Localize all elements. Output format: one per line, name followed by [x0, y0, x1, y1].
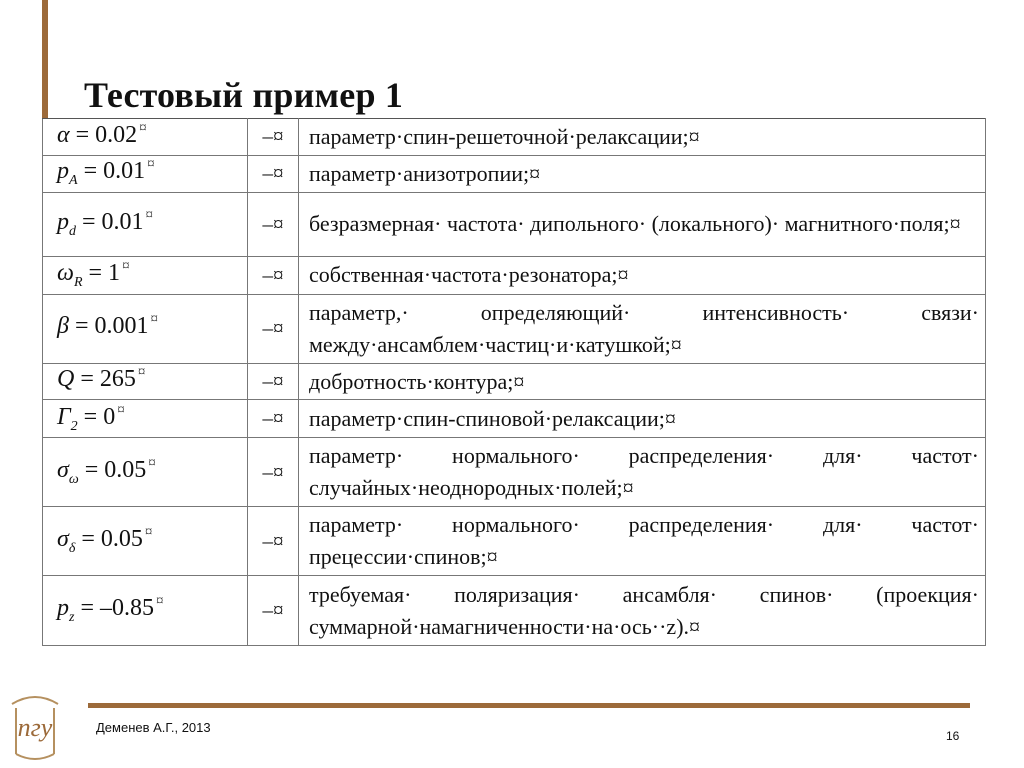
dash-cell: –¤	[247, 191, 299, 257]
formula-cell: Γ2 = 0 ¤	[42, 399, 248, 439]
parameters-table-body: α = 0.02 ¤ –¤ параметр·спин-решеточной·рела…	[42, 118, 986, 647]
table-row: ωR = 1 ¤ –¤ собственная·частота·резонатора;…	[42, 255, 986, 295]
left-accent-bar	[42, 0, 48, 118]
dash-cell: –¤	[247, 118, 299, 156]
formula-cell: pz = –0.85 ¤	[42, 575, 248, 647]
paragraph-mark: ¤	[147, 156, 155, 173]
formula-symbol: p	[57, 158, 69, 185]
formula-cell: Q = 265 ¤	[42, 362, 248, 401]
description-cell: параметр· нормального· распределения· дл…	[298, 437, 986, 508]
paragraph-mark: ¤	[139, 119, 147, 136]
parameters-table: α = 0.02 ¤ –¤ параметр·спин-решеточной·рела…	[42, 118, 986, 647]
table-row: Q = 265 ¤ –¤ добротность·контура;¤	[42, 362, 986, 401]
formula-value: = 0.02	[69, 121, 138, 148]
description-cell: параметр·спин-спиновой·релаксации;¤	[298, 399, 986, 439]
dash-cell: –¤	[247, 437, 299, 508]
formula-subscript: z	[69, 609, 75, 625]
page-number: 16	[946, 729, 960, 743]
table-row: β = 0.001 ¤ –¤ параметр,· определяющий· инт…	[42, 293, 986, 364]
formula-cell: pd = 0.01 ¤	[42, 191, 248, 257]
slide-title: Тестовый пример 1	[84, 75, 404, 115]
dash-cell: –¤	[247, 506, 299, 577]
formula-subscript: δ	[68, 540, 76, 556]
formula-value: = 1	[82, 259, 121, 286]
formula-symbol: p	[57, 595, 69, 622]
formula-symbol: β	[57, 313, 69, 340]
description-cell: требуемая· поляризация· ансамбля· спинов…	[298, 575, 986, 647]
formula-symbol: ω	[57, 259, 74, 286]
formula-cell: σδ = 0.05 ¤	[42, 506, 248, 577]
dash-cell: –¤	[247, 154, 299, 193]
formula-cell: pA = 0.01 ¤	[42, 154, 248, 193]
paragraph-mark: ¤	[145, 206, 154, 223]
paragraph-mark: ¤	[117, 401, 125, 418]
table-row: σδ = 0.05 ¤ –¤ параметр· нормального· распр…	[42, 506, 986, 577]
formula-value: = 0.001	[68, 313, 149, 340]
formula-subscript: d	[69, 223, 76, 239]
formula-value: = 265	[74, 366, 136, 393]
formula-symbol: Q	[57, 366, 75, 393]
formula-subscript: ω	[68, 471, 79, 487]
table-row: Γ2 = 0 ¤ –¤ параметр·спин-спиновой·релаксац…	[42, 399, 986, 439]
paragraph-mark: ¤	[156, 593, 164, 610]
formula-value: = 0.01	[77, 158, 146, 185]
description-cell: добротность·контура;¤	[298, 362, 986, 401]
formula-subscript: 2	[70, 418, 78, 434]
formula-value: = 0.01	[76, 208, 144, 235]
table-row: pd = 0.01 ¤ –¤ безразмерная· частота· дипол…	[42, 191, 986, 257]
footer-author: Деменев А.Г., 2013	[96, 720, 211, 735]
description-cell: собственная·частота·резонатора;¤	[298, 255, 986, 295]
formula-cell: β = 0.001 ¤	[42, 293, 248, 364]
formula-cell: σω = 0.05 ¤	[42, 437, 248, 508]
formula-subscript: R	[73, 274, 83, 290]
dash-cell: –¤	[247, 575, 299, 647]
dash-cell: –¤	[247, 399, 299, 439]
formula-symbol: p	[57, 208, 69, 235]
description-cell: параметр·спин-решеточной·релаксации;¤	[298, 118, 986, 156]
paragraph-mark: ¤	[122, 257, 130, 274]
table-row: pA = 0.01 ¤ –¤ параметр·анизотропии;¤	[42, 154, 986, 193]
university-logo: пгу	[11, 696, 59, 760]
svg-text:пгу: пгу	[18, 713, 53, 742]
formula-value: = 0	[77, 403, 116, 430]
formula-symbol: σ	[57, 525, 69, 552]
dash-cell: –¤	[247, 255, 299, 295]
dash-cell: –¤	[247, 362, 299, 401]
formula-symbol: σ	[57, 456, 69, 483]
formula-subscript: A	[69, 173, 78, 189]
paragraph-mark: ¤	[137, 364, 146, 381]
formula-value: = 0.05	[78, 456, 147, 483]
formula-value: = 0.05	[75, 525, 143, 552]
description-cell: безразмерная· частота· дипольного· (лока…	[298, 191, 986, 257]
description-cell: параметр,· определяющий· интенсивность· …	[298, 293, 986, 364]
table-row: α = 0.02 ¤ –¤ параметр·спин-решеточной·рела…	[42, 118, 986, 156]
formula-cell: ωR = 1 ¤	[42, 255, 248, 295]
footer-divider	[88, 703, 970, 708]
dash-cell: –¤	[247, 293, 299, 364]
formula-value: = –0.85	[74, 595, 154, 622]
paragraph-mark: ¤	[148, 454, 156, 471]
formula-symbol: α	[57, 121, 70, 148]
formula-cell: α = 0.02 ¤	[42, 118, 248, 156]
paragraph-mark: ¤	[150, 311, 159, 328]
paragraph-mark: ¤	[144, 523, 153, 540]
formula-symbol: Γ	[57, 403, 71, 430]
table-row: σω = 0.05 ¤ –¤ параметр· нормального· распр…	[42, 437, 986, 508]
description-cell: параметр· нормального· распределения· дл…	[298, 506, 986, 577]
table-row: pz = –0.85 ¤ –¤ требуемая· поляризация· анс…	[42, 575, 986, 647]
description-cell: параметр·анизотропии;¤	[298, 154, 986, 193]
